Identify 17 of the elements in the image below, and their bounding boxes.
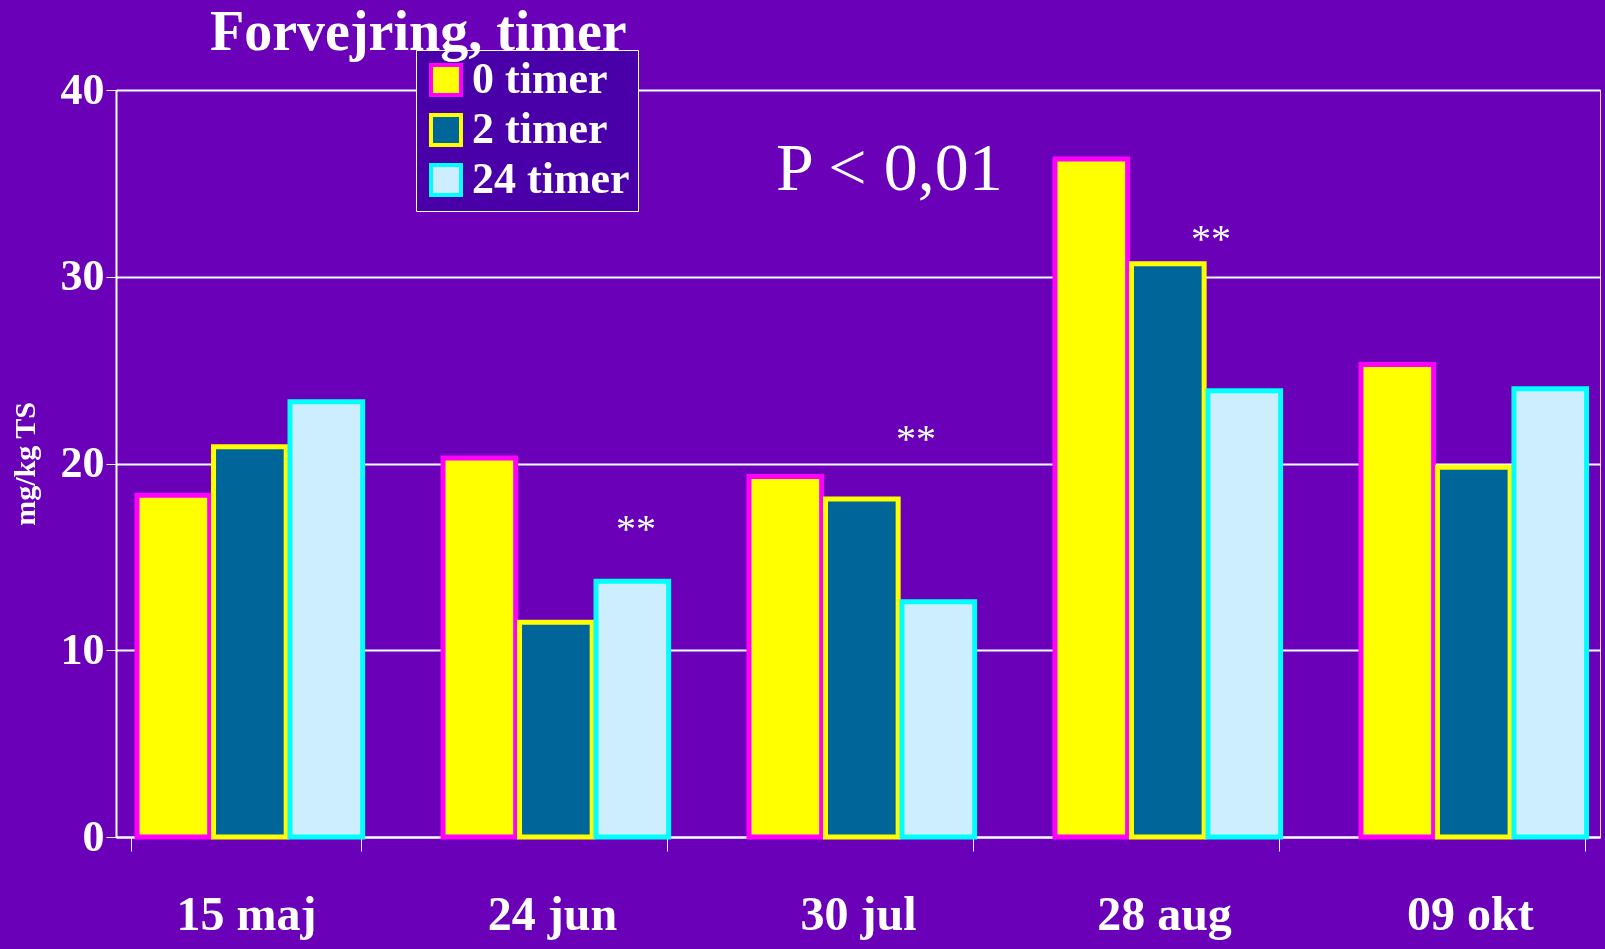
y-tick-label: 0: [82, 811, 105, 861]
y-tick-label: 20: [60, 438, 105, 487]
x-tick-label: 15 maj: [176, 886, 317, 940]
annotation: **: [1191, 216, 1231, 261]
x-tick-label: 28 aug: [1097, 886, 1232, 940]
legend-label: 2 timer: [472, 104, 608, 153]
y-tick-label: 40: [60, 64, 105, 114]
x-tick-label: 30 jul: [800, 886, 917, 940]
y-tick-label: 10: [60, 624, 105, 674]
x-tick-label: 24 jun: [487, 886, 618, 940]
x-tick-label: 09 okt: [1407, 886, 1534, 940]
annotation: **: [896, 416, 936, 461]
y-axis-title: mg/kg TS: [7, 402, 41, 526]
annotation: **: [616, 506, 656, 551]
y-tick-label: 30: [60, 251, 105, 301]
legend-label: 24 timer: [472, 154, 630, 203]
annotation: P < 0,01: [776, 129, 1003, 205]
